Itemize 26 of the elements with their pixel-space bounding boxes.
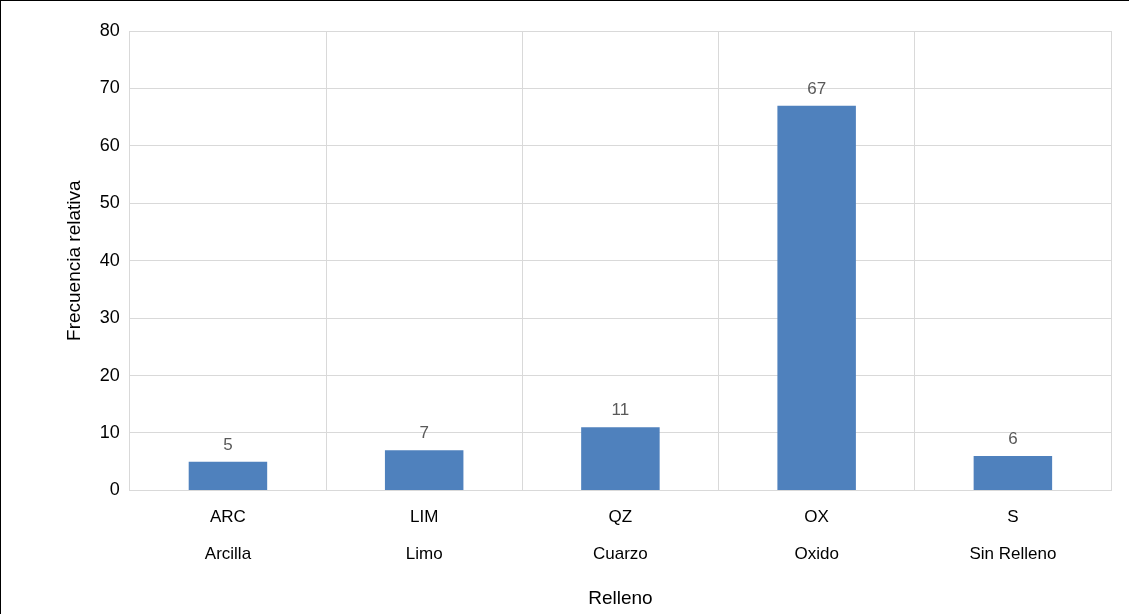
y-axis-title: Frecuencia relativa xyxy=(62,180,84,341)
x-tick-label: ARC Arcilla xyxy=(204,506,252,564)
x-tick-label: LIM Limo xyxy=(405,506,443,564)
bar xyxy=(384,450,464,490)
y-tick-label: 70 xyxy=(99,77,120,98)
y-tick-label: 10 xyxy=(99,421,120,442)
bar xyxy=(973,455,1053,490)
data-label: 5 xyxy=(223,434,233,454)
data-label: 11 xyxy=(611,400,630,420)
x-tick-label: OX Oxido xyxy=(794,506,839,564)
y-tick-label: 80 xyxy=(99,19,120,40)
y-tick-label: 30 xyxy=(99,307,120,328)
y-tick-label: 40 xyxy=(99,249,120,270)
bar xyxy=(777,105,856,490)
x-tick-label: QZ Cuarzo xyxy=(593,506,648,564)
x-tick-label: S Sin Relleno xyxy=(969,506,1057,564)
bar xyxy=(188,461,268,490)
x-axis-title: Relleno xyxy=(588,586,653,608)
data-label: 7 xyxy=(419,423,429,443)
data-label: 6 xyxy=(1008,429,1018,449)
y-tick-label: 50 xyxy=(99,192,120,213)
y-tick-label: 0 xyxy=(109,479,120,500)
y-tick-label: 60 xyxy=(99,134,120,155)
y-tick-label: 20 xyxy=(99,364,120,385)
bar xyxy=(581,427,660,490)
data-label: 67 xyxy=(807,78,827,98)
